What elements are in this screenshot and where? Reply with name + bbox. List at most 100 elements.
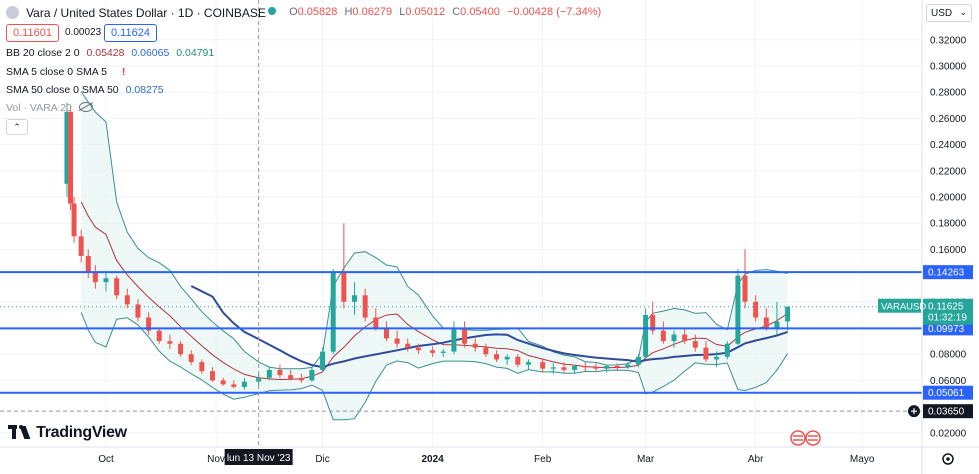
candle-body	[167, 341, 173, 344]
bb-lower-line	[80, 312, 789, 421]
candle-body	[352, 295, 357, 302]
x-tick-label: Mar	[637, 454, 655, 465]
cursor-date-badge	[224, 449, 293, 465]
mid-support-badge-label: 0.09973	[928, 324, 965, 335]
tradingview-mark-icon	[8, 425, 31, 439]
event-flag-icon[interactable]	[790, 430, 806, 446]
candle-body	[341, 272, 347, 302]
horizontal-levels[interactable]	[0, 271, 922, 394]
x-tick-label: Dic	[315, 454, 329, 465]
indicator-sma50[interactable]: SMA 50 close 0 SMA 50 0.08275	[6, 84, 168, 96]
indicator-lines	[80, 201, 788, 381]
candle-body	[68, 111, 73, 204]
candle-body	[753, 301, 759, 318]
currency-select[interactable]: USD ⌄	[926, 4, 972, 22]
bb-basis-line	[80, 201, 788, 381]
bb-upper-value: 0.06065	[131, 47, 170, 59]
indicator-sma5[interactable]: SMA 5 close 0 SMA 5 !	[6, 66, 129, 78]
sma50-value: 0.08275	[125, 84, 164, 96]
chevron-up-icon: ⌃	[13, 122, 21, 132]
candle-body	[188, 354, 194, 363]
candle-body	[636, 356, 641, 365]
candle-body	[415, 347, 421, 351]
warning-icon: !	[121, 66, 126, 78]
settings-gear-icon[interactable]	[942, 453, 954, 465]
x-tick-label: Abr	[748, 454, 764, 465]
sell-button[interactable]: 0.11601	[6, 24, 59, 42]
hidden-eye-icon[interactable]	[78, 102, 93, 112]
candle-body	[451, 328, 457, 352]
y-tick-label: 0.32000	[930, 35, 967, 46]
y-tick-label: 0.26000	[930, 114, 967, 125]
candle-body	[85, 255, 91, 273]
open-label: O	[289, 6, 298, 18]
cursor-date-label: lun 13 Nov '23	[227, 453, 291, 464]
candle-body	[114, 278, 120, 296]
candle-body	[742, 275, 748, 302]
last-price-label: 0.11625	[928, 302, 964, 313]
candle-body	[650, 314, 656, 331]
candle-body	[309, 369, 315, 381]
candle-body	[572, 365, 578, 370]
candle-body	[383, 328, 389, 339]
candle-body	[462, 328, 468, 344]
candle-body	[178, 343, 184, 355]
crosshair: lun 13 Nov '23	[0, 0, 922, 465]
ticker-badge	[878, 298, 921, 313]
close-value: 0.05400	[460, 6, 500, 18]
buy-price: 0.11624	[111, 27, 150, 39]
sell-price: 0.11601	[13, 27, 52, 39]
change-value: −0.00428 (−7.34%)	[506, 6, 602, 18]
candle-body	[135, 304, 141, 318]
candle-body	[703, 347, 709, 360]
candle-body	[330, 272, 336, 352]
y-tick-label: 0.06000	[930, 376, 967, 387]
y-tick-label: 0.30000	[930, 62, 967, 73]
market-status-icon	[268, 7, 276, 15]
y-tick-label: 0.16000	[930, 245, 967, 256]
bb-basis-value: 0.05428	[86, 47, 125, 59]
high-value: 0.06279	[352, 6, 393, 18]
resistance-badge-label: 0.14263	[928, 268, 965, 279]
support-badge	[923, 385, 973, 400]
x-tick-label: Nov	[207, 454, 225, 465]
tradingview-logo: TradingView	[8, 424, 127, 443]
x-tick-label: 2024	[421, 454, 444, 465]
indicator-volume[interactable]: Vol · VARA 20	[6, 102, 97, 114]
candle-body	[515, 356, 521, 365]
symbol-title[interactable]: Vara / United States Dollar · 1D · COINB…	[26, 6, 266, 20]
time-axis[interactable]: Oct Nov Dic 2024 Feb Mar Abr Mayo	[0, 446, 979, 465]
candle-body	[525, 362, 531, 365]
candlestick-series	[64, 102, 791, 390]
y-tick-label: 0.24000	[930, 140, 967, 151]
buy-button[interactable]: 0.11624	[104, 24, 157, 42]
candle-body	[550, 367, 556, 369]
support-badge-label: 0.05061	[928, 388, 965, 399]
event-flag-icon[interactable]	[805, 430, 821, 446]
candle-body	[64, 111, 70, 184]
bb-upper-line	[80, 91, 788, 370]
candle-body	[277, 369, 283, 376]
candle-body	[210, 371, 215, 381]
y-tick-label: 0.18000	[930, 219, 967, 230]
candle-body	[774, 321, 780, 328]
sma50-line	[190, 285, 788, 369]
currency-label: USD	[931, 8, 953, 19]
candle-body	[430, 350, 436, 353]
candle-body	[146, 317, 152, 331]
chart-header: Vara / United States Dollar · 1D · COINB…	[6, 6, 266, 20]
ticker-label: VARAUSD	[881, 302, 926, 313]
bb-lower-value: 0.04791	[176, 47, 215, 59]
candle-body	[320, 351, 326, 370]
candle-body	[124, 295, 130, 305]
brand-label: TradingView	[36, 424, 127, 441]
candle-body	[660, 330, 666, 342]
collapse-legend-button[interactable]: ⌃	[6, 119, 28, 135]
indicator-bb[interactable]: BB 20 close 2 0 0.05428 0.06065 0.04791	[6, 47, 218, 59]
y-tick-label: 0.02000	[930, 428, 967, 439]
candle-body	[288, 375, 294, 380]
ohlc-readout: O0.05828 H0.06279 L0.05012 C0.05400 −0.0…	[268, 6, 601, 18]
y-tick-label: 0.28000	[930, 88, 967, 99]
symbol-logo-icon	[6, 6, 19, 19]
